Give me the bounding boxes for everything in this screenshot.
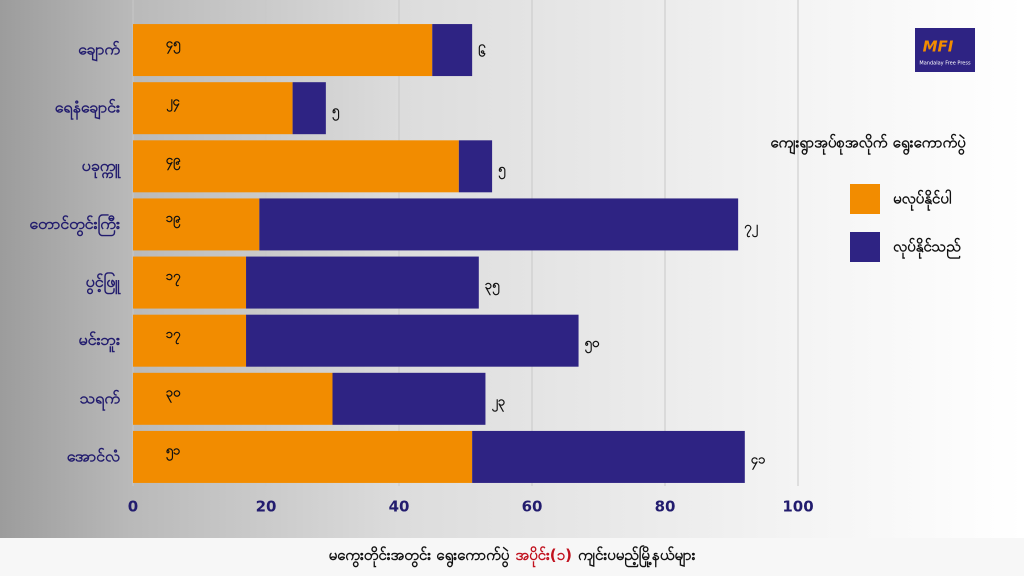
bar-segment — [432, 24, 473, 77]
x-tick-label: 100 — [782, 498, 813, 516]
bar-segment — [458, 140, 493, 193]
y-tick-label: အောင်လံ — [67, 446, 120, 465]
bar-segment — [133, 82, 293, 135]
y-tick-label: မင်းဘူး — [78, 330, 120, 353]
logo-name: Mandalay Free Press — [919, 61, 971, 67]
bar-segment — [472, 430, 745, 483]
value-label: ၃၀ — [166, 385, 181, 403]
value-label: ၄၁ — [751, 452, 766, 470]
footer-highlight: အပိုင်း(၁) — [515, 546, 572, 564]
value-label: ၆ — [478, 44, 486, 61]
value-label: ၁၉ — [166, 211, 181, 229]
legend-swatch — [850, 232, 880, 262]
legend-swatch — [850, 184, 880, 214]
chart: MFI Mandalay Free Press 0 20 40 60 80 100 ချော… — [29, 0, 975, 516]
y-tick-label: တောင်တွင်းကြီး — [29, 213, 120, 237]
value-label: ၇၂ — [744, 220, 758, 238]
footer: မကွေးတိုင်းအတွင်း ရွေးကောက်ပွဲ အပိုင်း(၁… — [0, 538, 1024, 576]
y-tick-label: သရက် — [80, 388, 122, 411]
footer-text: ကျင်းပမည့်မြို့နယ်များ — [577, 546, 696, 564]
legend-label: လုပ်နိုင်သည် — [893, 237, 961, 260]
logo-box — [915, 28, 975, 72]
value-label: ၁၇ — [166, 327, 181, 345]
value-label: ၄၉ — [166, 153, 181, 171]
y-tick-label: ရေနံချောင်း — [55, 98, 120, 121]
value-label: ၂၄ — [166, 95, 180, 113]
value-label: ၃၅ — [485, 278, 500, 296]
bar-segment — [292, 82, 326, 135]
bar-segment — [133, 430, 473, 483]
bar-segment — [246, 256, 479, 309]
footer-text: မကွေးတိုင်းအတွင်း ရွေးကောက်ပွဲ — [328, 546, 510, 564]
value-label: ၅ — [498, 162, 506, 180]
value-label: ၁၇ — [166, 269, 181, 287]
value-label: ၂၃ — [491, 394, 505, 412]
bar-segment — [133, 24, 433, 77]
value-label: ၅၁ — [166, 443, 181, 461]
bar-segment — [133, 140, 459, 193]
bar-segment — [133, 314, 247, 367]
bar-segment — [133, 372, 333, 425]
bar-segment — [133, 256, 247, 309]
legend-label: မလုပ်နိုင်ပါ — [893, 189, 952, 212]
bar-segment — [259, 198, 739, 251]
value-label: ၄၅ — [166, 37, 181, 55]
value-label: ၅ — [332, 104, 340, 122]
x-tick-label: 40 — [389, 498, 410, 516]
logo-mark: MFI — [923, 38, 954, 56]
x-tick-label: 80 — [655, 498, 676, 516]
x-tick-label: 60 — [522, 498, 543, 516]
value-label: ၅၀ — [585, 336, 600, 354]
x-tick-label: 20 — [256, 498, 277, 516]
y-tick-label: ချောက် — [78, 40, 121, 62]
y-tick-label: ပွင့်ဖြူ — [86, 271, 122, 295]
bar-segment — [133, 198, 260, 251]
y-tick-label: ပခုက္ကူ — [82, 156, 122, 179]
bar-segment — [332, 372, 486, 425]
x-tick-label: 0 — [128, 498, 138, 516]
bar-segment — [246, 314, 579, 367]
legend-title: ကျေးရွာအုပ်စုအလိုက် ရွေးကောက်ပွဲ — [770, 133, 966, 156]
